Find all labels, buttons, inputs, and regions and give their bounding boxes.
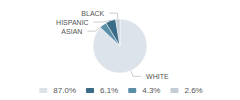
svg-text:87.0%: 87.0% <box>53 86 76 95</box>
svg-text:ASIAN: ASIAN <box>61 28 82 35</box>
svg-text:BLACK: BLACK <box>81 10 104 17</box>
svg-text:HISPANIC: HISPANIC <box>56 19 89 26</box>
svg-text:4.3%: 4.3% <box>142 86 160 95</box>
svg-text:6.1%: 6.1% <box>100 86 118 95</box>
svg-text:WHITE: WHITE <box>146 73 169 80</box>
svg-text:2.6%: 2.6% <box>184 86 202 95</box>
